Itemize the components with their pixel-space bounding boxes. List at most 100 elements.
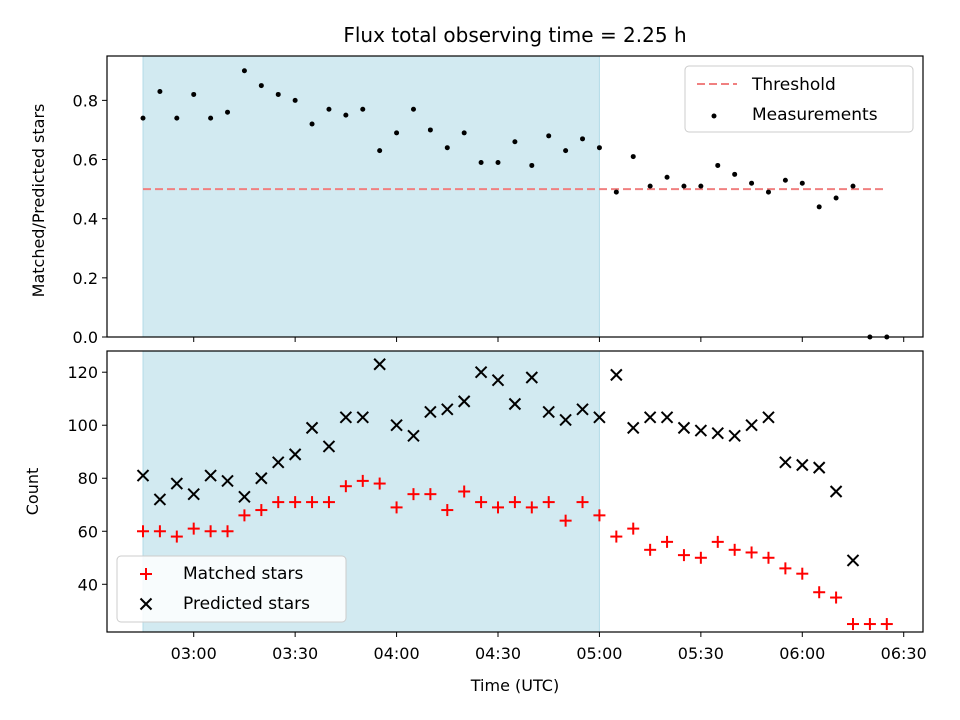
matched-star-point (272, 496, 285, 509)
bottom-y-tick-label: 80 (78, 469, 98, 488)
x-tick-label: 04:30 (475, 644, 521, 663)
bottom-y-tick-label: 40 (78, 575, 98, 594)
matched-star-point (187, 522, 200, 535)
bottom-y-axis-label: Count (23, 468, 42, 516)
legend-predicted-swatch (139, 597, 153, 611)
measurement-point (647, 183, 653, 189)
measurement-point (698, 183, 704, 189)
measurement-point (664, 174, 670, 180)
chart-title: Flux total observing time = 2.25 h (343, 23, 686, 47)
matched-star-point (204, 525, 217, 538)
predicted-star-point (204, 469, 217, 482)
matched-star-point (170, 530, 183, 543)
x-tick-label: 06:00 (779, 644, 825, 663)
matched-star-point (356, 474, 369, 487)
top-panel: 0.00.20.40.60.8 Matched/Predicted stars … (29, 55, 924, 347)
predicted-star-point (373, 358, 386, 371)
matched-star-point (627, 522, 640, 535)
matched-star-point (559, 514, 572, 527)
legend-matched-marker (140, 568, 152, 580)
predicted-star-point (272, 456, 285, 469)
measurement-point (292, 97, 298, 103)
matched-star-point (424, 488, 437, 501)
matched-star-point (407, 488, 420, 501)
predicted-star-point (559, 413, 572, 427)
bottom-legend-box (116, 555, 347, 623)
predicted-star-point (221, 474, 234, 488)
measurement-point (681, 183, 687, 189)
measurement-point (377, 148, 383, 154)
legend-predicted-label: Predicted stars (183, 594, 310, 614)
top-legend: Threshold Measurements (684, 65, 914, 133)
measurement-point (765, 189, 771, 195)
predicted-star-point (390, 419, 403, 432)
predicted-star-point (441, 403, 454, 416)
matched-star-point (373, 477, 386, 490)
predicted-star-point (474, 366, 488, 379)
bottom-y-axis-ticks: 40 60 80 100 120 (67, 363, 107, 594)
measurement-point (191, 91, 197, 97)
top-y-axis-label: Matched/Predicted stars (29, 104, 48, 298)
matched-star-point (238, 509, 251, 522)
top-legend-box (684, 65, 914, 133)
x-tick-label: 05:00 (576, 644, 622, 663)
matched-star-point (745, 546, 758, 559)
predicted-star-point (829, 485, 843, 498)
predicted-star-point (677, 421, 691, 435)
matched-star-point (677, 549, 690, 562)
measurement-point (241, 68, 247, 74)
measurement-point (140, 115, 146, 121)
predicted-star-point (457, 395, 471, 408)
matched-star-point (880, 618, 893, 631)
measurement-point (546, 133, 552, 139)
legend-threshold-label: Threshold (751, 75, 836, 95)
measurement-point (461, 130, 467, 136)
predicted-star-point (762, 411, 775, 424)
predicted-star-point (779, 456, 792, 469)
matched-star-point (306, 496, 319, 509)
matched-star-point (661, 535, 674, 548)
matched-star-point (492, 501, 504, 514)
measurement-point (360, 106, 366, 112)
top-y-tick-label: 0.6 (73, 151, 98, 170)
measurement-point (799, 180, 805, 186)
matched-star-point (863, 618, 876, 631)
predicted-star-point (153, 493, 167, 506)
predicted-star-point (728, 429, 741, 443)
top-y-axis-ticks: 0.0 0.2 0.4 0.6 0.8 (73, 91, 107, 347)
measurement-point (427, 127, 433, 133)
predicted-star-point (610, 368, 623, 382)
predicted-star-point (812, 461, 826, 474)
top-y-tick-label: 0.8 (73, 91, 98, 110)
top-y-tick-label: 0.2 (73, 269, 98, 288)
bottom-legend: Matched stars Predicted stars (116, 555, 347, 623)
measurement-point (495, 159, 501, 165)
measurement-point (630, 154, 636, 160)
matched-star-point (813, 586, 826, 599)
matched-star-point (322, 496, 335, 509)
measurement-point (782, 177, 788, 183)
top-y-tick-label: 0.0 (73, 328, 98, 347)
measurement-point (410, 106, 416, 112)
predicted-star-point (796, 458, 809, 472)
bottom-y-tick-label: 100 (67, 416, 98, 435)
predicted-star-point (255, 472, 268, 485)
matched-star-point (711, 535, 724, 548)
bottom-series-layer (136, 358, 893, 631)
matched-star-point (796, 567, 809, 580)
matched-star-point (390, 501, 403, 514)
matched-star-point (153, 525, 166, 538)
measurement-point (580, 136, 586, 142)
x-tick-label: 03:00 (171, 644, 217, 663)
x-tick-label: 05:30 (678, 644, 724, 663)
measurement-point (343, 112, 349, 118)
predicted-star-point (305, 421, 319, 435)
bottom-panel: 40 60 80 100 120 03:00 03:30 04:00 04:30 05:00 05… (23, 350, 927, 663)
matched-star-point (830, 591, 843, 604)
predicted-star-point (627, 421, 640, 435)
matched-star-point (593, 509, 606, 522)
measurement-point (850, 183, 856, 189)
matched-star-point (728, 543, 741, 556)
measurement-point (512, 139, 518, 145)
matched-star-point (475, 496, 488, 509)
